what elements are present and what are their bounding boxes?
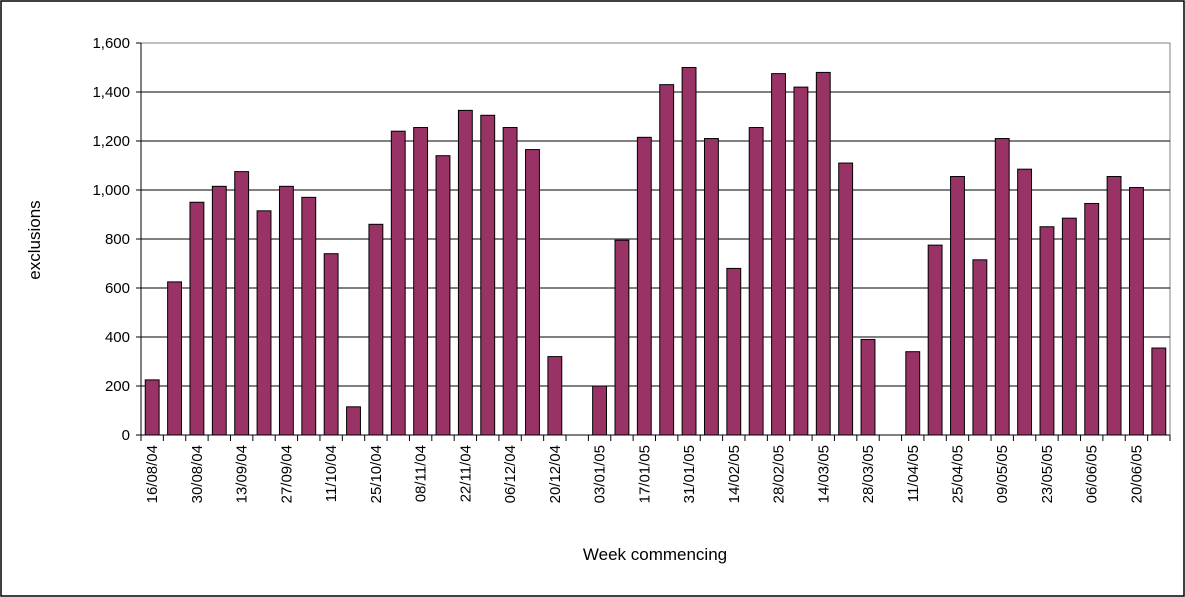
bar <box>950 176 965 436</box>
bar <box>390 130 406 436</box>
bar <box>457 109 473 436</box>
bar <box>636 136 652 436</box>
x-tick-label: 09/05/05 <box>994 445 1011 503</box>
x-tick-label: 17/01/05 <box>636 445 653 503</box>
x-tick-label: 03/01/05 <box>592 445 609 503</box>
y-axis-ticks: 0 200 400 600 800 1,000 1,200 1,400 1,600 <box>92 35 141 444</box>
bar <box>748 127 764 436</box>
bar <box>413 127 429 436</box>
bar <box>1084 202 1100 436</box>
bar <box>771 73 786 436</box>
bar <box>167 281 182 436</box>
bar <box>659 84 675 436</box>
x-tick-label: 28/02/05 <box>771 445 788 503</box>
y-tick-label: 800 <box>105 231 130 248</box>
bar <box>189 201 205 436</box>
y-tick-label: 1,400 <box>92 84 130 101</box>
bar <box>614 239 630 436</box>
x-axis-title: Week commencing <box>583 545 727 564</box>
x-tick-label: 25/10/04 <box>368 445 385 503</box>
bar <box>346 406 361 436</box>
bars <box>144 67 1167 436</box>
bar <box>1039 226 1055 436</box>
bar <box>323 253 339 436</box>
bar <box>301 196 317 436</box>
bar <box>905 351 921 436</box>
bar <box>256 210 272 436</box>
bar <box>278 185 294 436</box>
bar <box>994 138 1010 436</box>
bar <box>1061 217 1077 436</box>
x-axis-ticks: 16/08/04 30/08/04 13/09/04 27/09/04 11/10/04… <box>140 435 1171 503</box>
y-axis-title: exclusions <box>25 200 44 279</box>
x-tick-label: 16/08/04 <box>144 445 161 503</box>
y-tick-label: 0 <box>122 427 130 444</box>
bar <box>838 162 854 436</box>
y-tick-label: 600 <box>105 280 130 297</box>
bar <box>144 379 160 436</box>
x-tick-label: 27/09/04 <box>278 445 295 503</box>
bar <box>972 259 988 436</box>
bar <box>681 67 697 436</box>
y-tick-label: 1,600 <box>92 35 130 52</box>
x-tick-label: 08/11/04 <box>413 445 430 502</box>
bar <box>927 244 943 436</box>
bar <box>480 114 496 436</box>
y-tick-label: 400 <box>105 329 130 346</box>
x-tick-label: 22/11/04 <box>457 445 474 502</box>
bar <box>1017 168 1033 436</box>
y-tick-label: 1,000 <box>92 182 130 199</box>
bar <box>435 155 451 436</box>
x-tick-label: 28/03/05 <box>860 445 877 503</box>
bar <box>234 171 250 436</box>
bar <box>547 356 563 436</box>
x-tick-label: 06/12/04 <box>502 445 519 503</box>
bar <box>703 138 719 436</box>
bar <box>815 71 831 436</box>
bar <box>860 338 876 436</box>
x-tick-label: 14/02/05 <box>726 445 743 503</box>
x-tick-label: 13/09/04 <box>234 445 251 503</box>
x-tick-label: 20/06/05 <box>1128 445 1145 503</box>
bar <box>793 86 809 436</box>
x-tick-label: 11/10/04 <box>323 445 340 502</box>
y-tick-label: 200 <box>105 378 130 395</box>
x-tick-label: 31/01/05 <box>681 445 698 503</box>
x-tick-label: 14/03/05 <box>815 445 832 503</box>
x-tick-label: 23/05/05 <box>1039 445 1056 503</box>
x-tick-label: 11/04/05 <box>905 445 922 502</box>
bar <box>1151 347 1167 436</box>
bar <box>502 127 518 436</box>
x-tick-label: 06/06/05 <box>1084 445 1101 503</box>
x-tick-label: 25/04/05 <box>949 445 966 503</box>
bar <box>211 185 227 436</box>
bar <box>726 267 742 436</box>
bar <box>368 223 384 436</box>
bar <box>525 149 540 436</box>
bar <box>1129 187 1144 436</box>
x-tick-label: 30/08/04 <box>189 445 206 503</box>
bar <box>1106 176 1122 436</box>
x-tick-label: 20/12/04 <box>547 445 564 503</box>
y-tick-label: 1,200 <box>92 133 130 150</box>
bar <box>592 385 608 436</box>
